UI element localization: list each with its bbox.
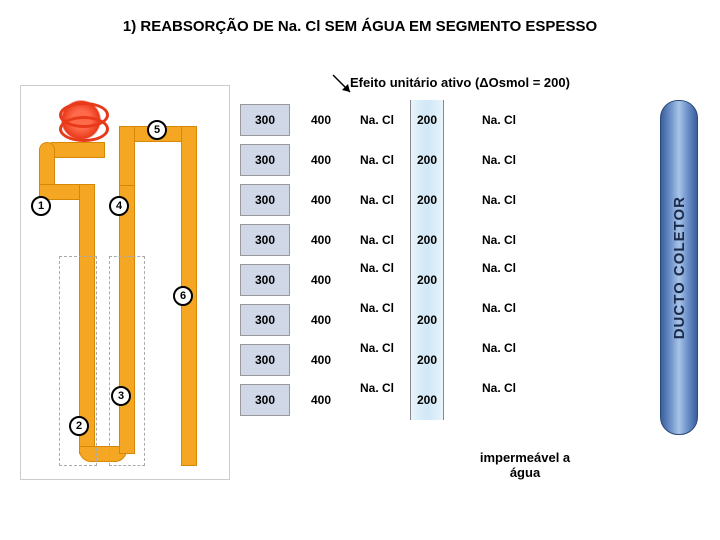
dashed-box-1 xyxy=(59,256,97,466)
thin-tube-cell: 200 xyxy=(410,300,444,340)
cell-300: 300 xyxy=(240,304,290,336)
table-row: 300400Na. Cl200Na. Cl xyxy=(240,180,680,220)
cell-400: 400 xyxy=(296,144,346,176)
nacl-right: Na. Cl xyxy=(482,193,532,207)
thin-tube-cell: 200 xyxy=(410,220,444,260)
cell-300: 300 xyxy=(240,344,290,376)
cell-300: 300 xyxy=(240,144,290,176)
nacl-left: Na. Cl xyxy=(360,233,410,247)
collecting-duct-label: DUCTO COLETOR xyxy=(671,196,688,339)
cell-400: 400 xyxy=(296,304,346,336)
nacl-left: Na. Cl xyxy=(360,193,410,207)
subtitle-text: Efeito unitário ativo (ΔOsmol = 200) xyxy=(350,75,690,90)
nacl-right: Na. Cl xyxy=(482,153,532,167)
marker-1: 1 xyxy=(31,196,51,216)
nacl-right: Na. Cl xyxy=(482,233,532,247)
table-row: 300400Na. Cl200Na. Cl xyxy=(240,340,680,380)
thin-tube-cell: 200 xyxy=(410,180,444,220)
nacl-left: Na. Cl xyxy=(360,113,410,127)
footer-text: impermeável a água xyxy=(465,450,585,480)
marker-5: 5 xyxy=(147,120,167,140)
table-row: 300400Na. Cl200Na. Cl xyxy=(240,380,680,420)
nacl-left: Na. Cl xyxy=(360,341,410,355)
nacl-right: Na. Cl xyxy=(482,113,532,127)
nacl-left: Na. Cl xyxy=(360,261,410,275)
page-title: 1) REABSORÇÃO DE Na. Cl SEM ÁGUA EM SEGM… xyxy=(0,18,720,35)
cell-300: 300 xyxy=(240,184,290,216)
cell-400: 400 xyxy=(296,224,346,256)
marker-4: 4 xyxy=(109,196,129,216)
thin-tube-cell: 200 xyxy=(410,140,444,180)
nacl-right: Na. Cl xyxy=(482,341,532,355)
cell-300: 300 xyxy=(240,104,290,136)
thin-tube-cell: 200 xyxy=(410,260,444,300)
table-row: 300400Na. Cl200Na. Cl xyxy=(240,140,680,180)
cell-300: 300 xyxy=(240,264,290,296)
table-row: 300400Na. Cl200Na. Cl xyxy=(240,260,680,300)
cell-300: 300 xyxy=(240,384,290,416)
table-row: 300400Na. Cl200Na. Cl xyxy=(240,300,680,340)
nacl-left: Na. Cl xyxy=(360,153,410,167)
table-row: 300400Na. Cl200Na. Cl xyxy=(240,220,680,260)
cell-400: 400 xyxy=(296,344,346,376)
cell-400: 400 xyxy=(296,384,346,416)
dashed-box-2 xyxy=(109,256,145,466)
nacl-right: Na. Cl xyxy=(482,381,532,395)
nacl-left: Na. Cl xyxy=(360,301,410,315)
thin-tube-cell: 200 xyxy=(410,380,444,420)
collecting-duct: DUCTO COLETOR xyxy=(660,100,698,435)
cell-400: 400 xyxy=(296,184,346,216)
marker-6: 6 xyxy=(173,286,193,306)
nacl-right: Na. Cl xyxy=(482,261,532,275)
cell-300: 300 xyxy=(240,224,290,256)
glomerulus-icon xyxy=(59,98,103,142)
nacl-left: Na. Cl xyxy=(360,381,410,395)
data-table: 300400Na. Cl200Na. Cl300400Na. Cl200Na. … xyxy=(240,100,680,460)
nacl-right: Na. Cl xyxy=(482,301,532,315)
cell-400: 400 xyxy=(296,264,346,296)
table-row: 300400Na. Cl200Na. Cl xyxy=(240,100,680,140)
nephron-diagram: 1 2 3 4 5 6 xyxy=(20,85,230,480)
thin-tube-cell: 200 xyxy=(410,100,444,140)
cell-400: 400 xyxy=(296,104,346,136)
thin-tube-cell: 200 xyxy=(410,340,444,380)
